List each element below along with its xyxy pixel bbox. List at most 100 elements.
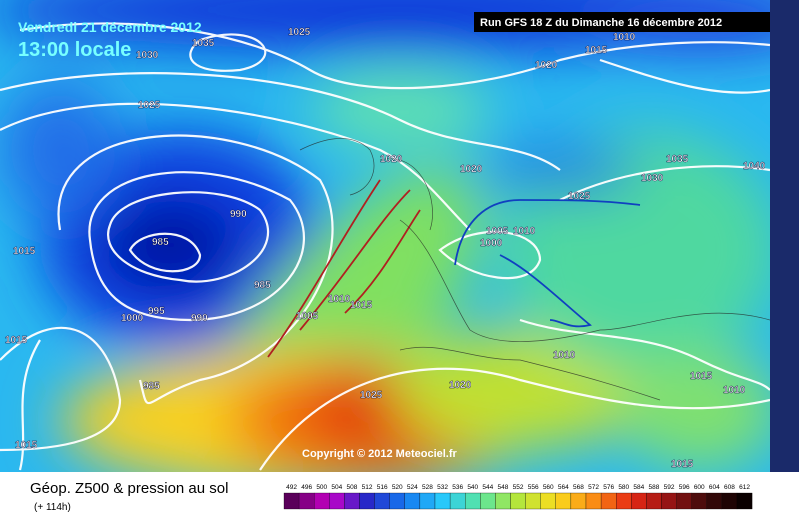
scale-swatch [616,492,632,510]
scale-label: 516 [377,484,388,491]
scale-swatch [600,492,617,510]
lead: (+ 114h) [34,502,71,513]
isobar-label: 995 [148,306,165,317]
isobar-label: 1000 [121,313,144,324]
isobar-label: 985 [152,237,169,248]
isobar-label: 1000 [480,238,503,249]
isobar-label: 1010 [513,226,536,237]
scale-swatch [359,492,375,510]
isobar-label: 1015 [690,371,713,382]
scale-swatch [510,492,526,510]
scale-swatch [676,492,692,510]
scale-label: 580 [618,484,629,491]
product: Géop. Z500 & pression au sol [30,480,228,497]
isobar-label: 1015 [350,300,373,311]
isobar-label: 1005 [486,226,509,237]
isobar-label: 1020 [380,154,403,165]
scale-label: 540 [467,484,478,491]
scale-label: 592 [664,484,675,491]
isobar-label: 1030 [136,50,159,61]
scale-swatch [329,492,345,510]
run-text: Run GFS 18 Z du Dimanche 16 décembre 201… [480,17,722,29]
isobar-label: 1035 [192,38,215,49]
isobar-label: 1010 [553,350,576,361]
isobar-label: 1025 [138,100,161,111]
scale-label: 596 [679,484,690,491]
copyright: Copyright © 2012 Meteociel.fr [302,448,458,460]
scale-label: 552 [513,484,524,491]
isobar-label: 1025 [568,191,591,202]
scale-swatch [691,492,707,510]
scale-label: 584 [633,484,644,491]
scale-swatch [434,492,451,510]
isobar-label: 1035 [666,154,689,165]
scale-label: 612 [739,484,750,491]
scale-label: 532 [437,484,448,491]
scale-label: 572 [588,484,599,491]
scale-label: 492 [286,484,297,491]
isobar-label: 1015 [13,246,36,257]
run-box [474,12,770,32]
scale-label: 536 [452,484,463,491]
isobar-label: 1020 [449,380,472,391]
scale-swatch [706,492,723,510]
scale-label: 560 [543,484,554,491]
scale-label: 548 [498,484,509,491]
scale-label: 544 [482,484,493,491]
isobar-label: 1015 [5,335,28,346]
time: 13:00 locale [18,39,131,61]
scale-label: 500 [316,484,327,491]
scale-swatch [736,492,753,510]
scale-label: 564 [558,484,569,491]
scale-label: 496 [301,484,312,491]
scale-swatch [449,492,466,510]
isobar-label: 985 [143,381,160,392]
scale-swatch [283,492,300,510]
title: Vendredi 21 décembre 2012 [18,19,202,35]
isobar-label: 990 [191,313,208,324]
scale-label: 524 [407,484,418,491]
scale-swatch [314,492,330,510]
scale-swatch [661,492,677,510]
scale-label: 600 [694,484,705,491]
scale-swatch [525,492,541,510]
scale-label: 520 [392,484,403,491]
scale-label: 556 [528,484,539,491]
scale-swatch [344,492,360,510]
scale-label: 588 [649,484,660,491]
isobar-label: 1010 [723,385,746,396]
scale-swatch [480,492,496,510]
isobar-label: 1010 [328,294,351,305]
isobar-label: 1020 [535,60,558,71]
scale-label: 512 [362,484,373,491]
isobar-label: 1020 [460,164,483,175]
isobar-label: 1015 [585,45,608,56]
isobar-label: 1005 [296,311,319,322]
scale-label: 504 [331,484,342,491]
isobar-label: 1030 [641,173,664,184]
scale-label: 568 [573,484,584,491]
isobar-label: 1015 [15,440,38,451]
scale-swatch [298,492,315,510]
scale-swatch [631,492,647,510]
isobar-label: 1015 [671,459,694,470]
isobar-label: 990 [230,209,247,220]
scale-swatch [555,492,572,510]
scale-swatch [585,492,602,510]
isobar-label: 1025 [288,27,311,38]
scale-label: 608 [724,484,735,491]
side-bar [770,0,799,472]
scale-label: 508 [347,484,358,491]
isobar-label: 1010 [613,32,636,43]
scale-label: 604 [709,484,720,491]
scale-swatch [374,492,390,510]
scale-label: 576 [603,484,614,491]
scale-label: 528 [422,484,433,491]
scale-swatch [570,492,587,510]
isobar-label: 1040 [743,161,766,172]
scale-swatch [465,492,481,510]
scale-swatch [540,492,556,510]
